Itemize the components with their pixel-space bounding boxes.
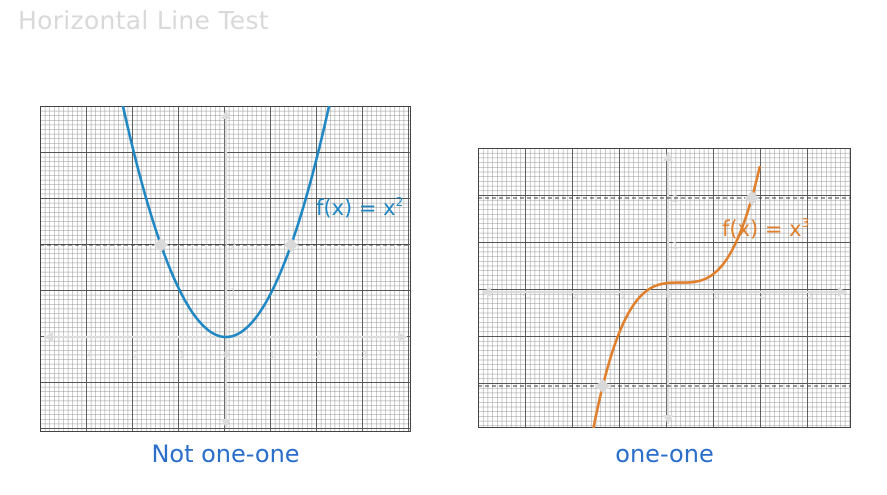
caption-one-one: one-one	[615, 440, 714, 468]
x-tick-label: -1	[616, 290, 626, 301]
parabola-curve	[121, 106, 331, 339]
function-label-exponent: 3	[802, 216, 810, 230]
caption-not-one-one: Not one-one	[151, 440, 300, 468]
x-tick-label: 3	[806, 290, 812, 301]
tick-labels: -3 -2 -1 0 1 2 3 2 1	[522, 194, 812, 301]
cubic-curve	[592, 165, 761, 428]
axes	[482, 152, 847, 424]
intersection-marker	[744, 190, 759, 206]
graph-not-one-one: -4 -2 -1 0 1 2 3 2 1 f(x) = x2	[40, 106, 411, 432]
page-title: Horizontal Line Test	[18, 6, 269, 35]
y-axis-arrow-down	[221, 419, 231, 428]
x-tick-label: 1	[712, 290, 718, 301]
graph-border	[40, 106, 411, 432]
x-tick-label: 0	[665, 290, 671, 301]
x-tick-label: 1	[269, 350, 275, 361]
graph-border	[478, 148, 851, 428]
x-axis-arrow-left	[44, 332, 53, 342]
y-axis-arrow-up	[663, 152, 673, 161]
y-axis-arrow-up	[221, 110, 231, 119]
function-label-base: f(x) = x	[722, 217, 802, 241]
x-tick-label: 2	[759, 290, 765, 301]
x-tick-label: -4	[83, 350, 93, 361]
function-label-base: f(x) = x	[316, 196, 396, 220]
x-tick-label: 0	[223, 350, 229, 361]
x-axis-arrow-right	[838, 287, 847, 297]
function-label-x-cubed: f(x) = x3	[722, 216, 809, 241]
tick-labels: -4 -2 -1 0 1 2 3 2 1	[83, 241, 367, 361]
x-axis-arrow-left	[482, 287, 491, 297]
y-tick-label: 1	[230, 287, 236, 298]
graph-paper	[478, 148, 851, 428]
intersection-marker	[283, 237, 299, 253]
y-tick-label: 2	[672, 194, 678, 205]
y-axis-arrow-down	[663, 415, 673, 424]
graph-one-one: -3 -2 -1 0 1 2 3 2 1 f(x) = x3	[478, 148, 851, 428]
y-tick-label: 1	[672, 241, 678, 252]
x-tick-label: -1	[175, 350, 185, 361]
x-tick-label: -2	[129, 350, 139, 361]
x-tick-label: 2	[315, 350, 321, 361]
x-tick-label: -2	[569, 290, 579, 301]
x-tick-label: -3	[522, 290, 532, 301]
y-tick-label: 2	[230, 241, 236, 252]
function-label-x-squared: f(x) = x2	[316, 195, 403, 220]
x-tick-label: 3	[361, 350, 367, 361]
intersection-marker	[153, 237, 169, 253]
x-axis-arrow-right	[398, 332, 407, 342]
function-label-exponent: 2	[396, 195, 404, 209]
